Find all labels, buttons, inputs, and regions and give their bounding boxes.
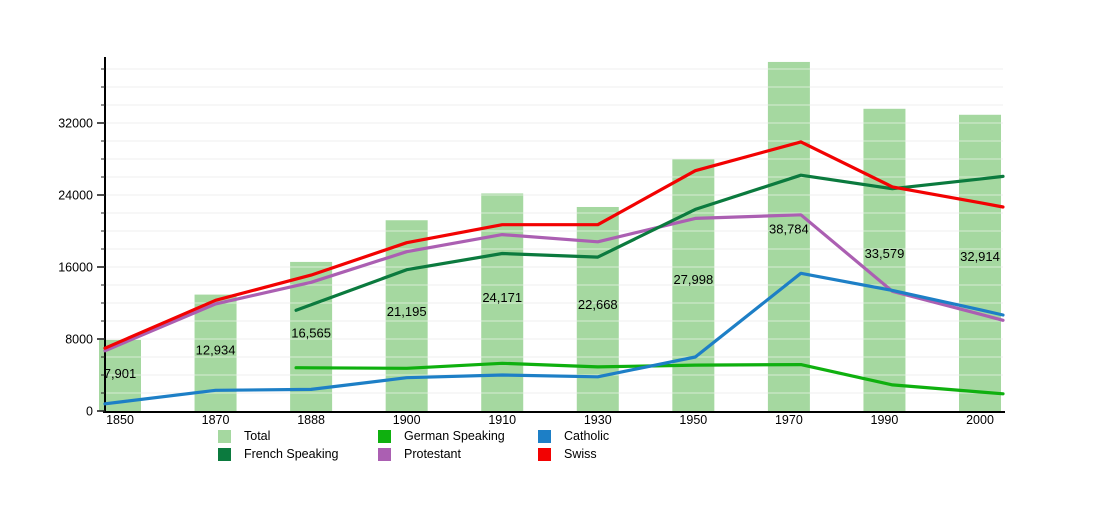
x-tick-label: 1888 bbox=[297, 413, 325, 427]
legend-label: Swiss bbox=[564, 447, 597, 461]
legend-item-total: Total bbox=[218, 428, 270, 444]
y-tick-label: 24000 bbox=[58, 189, 93, 203]
bar-value-label: 16,565 bbox=[291, 325, 331, 340]
line-catholic bbox=[103, 271, 1005, 406]
legend-item-catholic: Catholic bbox=[538, 428, 609, 444]
bar-value-label: 24,171 bbox=[482, 290, 522, 305]
legend-item-french-speaking: French Speaking bbox=[218, 446, 339, 462]
bar-value-label: 7,901 bbox=[104, 366, 137, 381]
bar-value-label: 21,195 bbox=[387, 304, 427, 319]
bar-value-label: 27,998 bbox=[673, 272, 713, 287]
legend-swatch bbox=[218, 447, 231, 461]
bar-value-label: 22,668 bbox=[578, 297, 618, 312]
legend-swatch bbox=[378, 447, 391, 461]
line-french-speaking bbox=[294, 173, 1005, 312]
legend-label: French Speaking bbox=[244, 447, 339, 461]
bar-value-label: 38,784 bbox=[769, 221, 809, 236]
legend-swatch bbox=[538, 429, 551, 443]
x-tick-label: 1900 bbox=[393, 413, 421, 427]
y-tick-label: 8000 bbox=[65, 333, 93, 347]
legend-label: Total bbox=[244, 429, 271, 443]
legend-item-swiss: Swiss bbox=[538, 446, 597, 462]
legend-label: Catholic bbox=[564, 429, 610, 443]
bar-value-label: 12,934 bbox=[196, 342, 236, 357]
x-tick-label: 1910 bbox=[488, 413, 516, 427]
x-tick-label: 1850 bbox=[106, 413, 134, 427]
x-tick-label: 1970 bbox=[775, 413, 803, 427]
total-bar bbox=[959, 114, 1002, 412]
y-tick-label: 0 bbox=[86, 405, 93, 419]
x-tick-label: 1930 bbox=[584, 413, 612, 427]
total-bar bbox=[767, 61, 810, 411]
x-tick-label: 1990 bbox=[871, 413, 899, 427]
x-tick-label: 1950 bbox=[679, 413, 707, 427]
legend-swatch bbox=[218, 429, 231, 443]
legend-swatch bbox=[538, 447, 551, 461]
legend-item-protestant: Protestant bbox=[378, 446, 461, 462]
y-tick-label: 16000 bbox=[58, 261, 93, 275]
legend-item-german-speaking: German Speaking bbox=[378, 428, 505, 444]
legend-label: Protestant bbox=[404, 447, 461, 461]
x-tick-label: 2000 bbox=[966, 413, 994, 427]
bar-value-label: 32,914 bbox=[960, 249, 1000, 264]
legend-swatch bbox=[378, 429, 391, 443]
y-tick-label: 32000 bbox=[58, 117, 93, 131]
legend-label: German Speaking bbox=[404, 429, 505, 443]
bar-value-label: 33,579 bbox=[865, 246, 905, 261]
line-swiss bbox=[103, 140, 1005, 350]
x-tick-label: 1870 bbox=[202, 413, 230, 427]
